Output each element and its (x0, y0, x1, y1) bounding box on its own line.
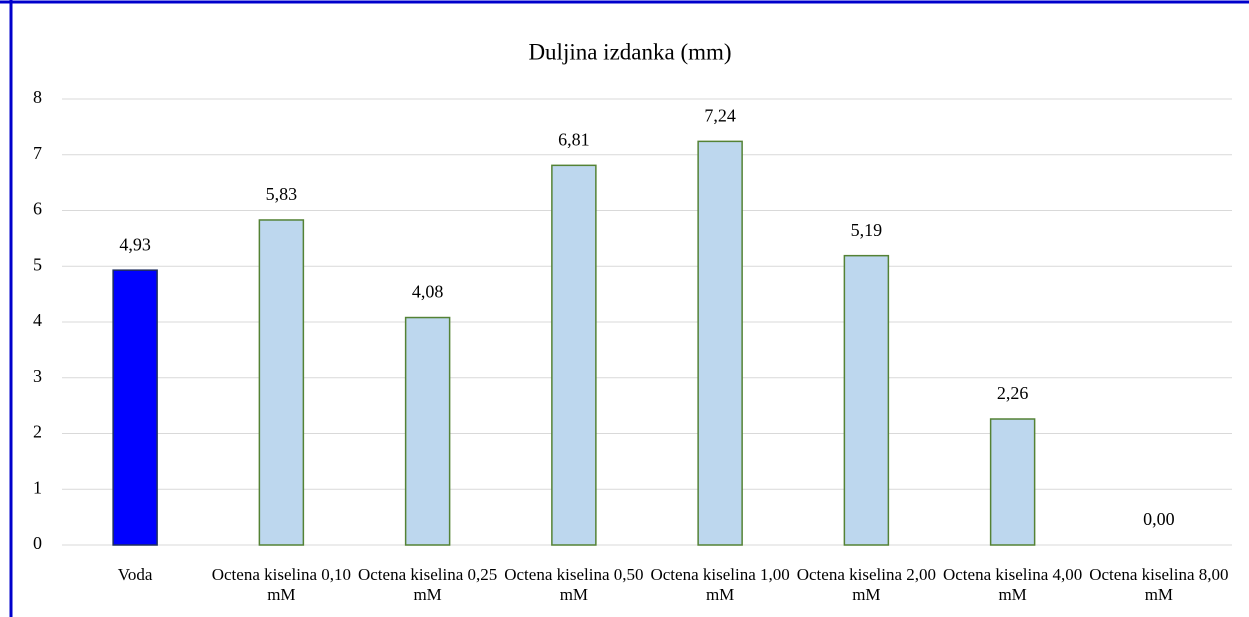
bar (989, 418, 1036, 546)
x-tick-label: Octena kiselina 2,00 mM (796, 565, 936, 604)
y-tick-label: 8 (33, 87, 42, 107)
value-label: 0,00 (1143, 509, 1175, 529)
bar (404, 316, 451, 546)
bar (697, 140, 743, 546)
y-tick-label: 4 (33, 310, 42, 330)
bar (843, 254, 890, 546)
value-label: 4,08 (412, 282, 444, 302)
y-tick-label: 1 (33, 477, 42, 497)
x-tick-label: Voda (117, 565, 153, 584)
bar (551, 164, 597, 546)
x-tick-label: Octena kiselina 4,00 mM (942, 565, 1083, 604)
bar (112, 269, 158, 546)
value-label: 5,83 (266, 184, 298, 204)
chart-title: Duljina izdanka (mm) (528, 39, 731, 64)
x-tick-label: Octena kiselina 1,00 mM (650, 565, 790, 604)
value-label: 7,24 (704, 105, 736, 125)
value-label: 2,26 (997, 383, 1029, 403)
y-tick-label: 2 (33, 422, 42, 442)
y-tick-label: 6 (33, 199, 42, 219)
x-tick-label: Octena kiselina 8,00 mM (1089, 565, 1229, 604)
x-tick-label: Octena kiselina 0,10 mM (211, 565, 351, 604)
y-tick-label: 0 (33, 533, 42, 553)
x-tick-label: Octena kiselina 0,25 mM (357, 565, 498, 604)
bar (258, 219, 305, 546)
x-tick-label: Octena kiselina 0,50 mM (504, 565, 644, 604)
y-tick-label: 5 (33, 254, 42, 274)
value-label: 4,93 (119, 234, 151, 254)
y-tick-label: 3 (33, 366, 42, 386)
y-tick-label: 7 (33, 143, 42, 163)
value-label: 6,81 (558, 129, 590, 149)
value-label: 5,19 (851, 220, 883, 240)
